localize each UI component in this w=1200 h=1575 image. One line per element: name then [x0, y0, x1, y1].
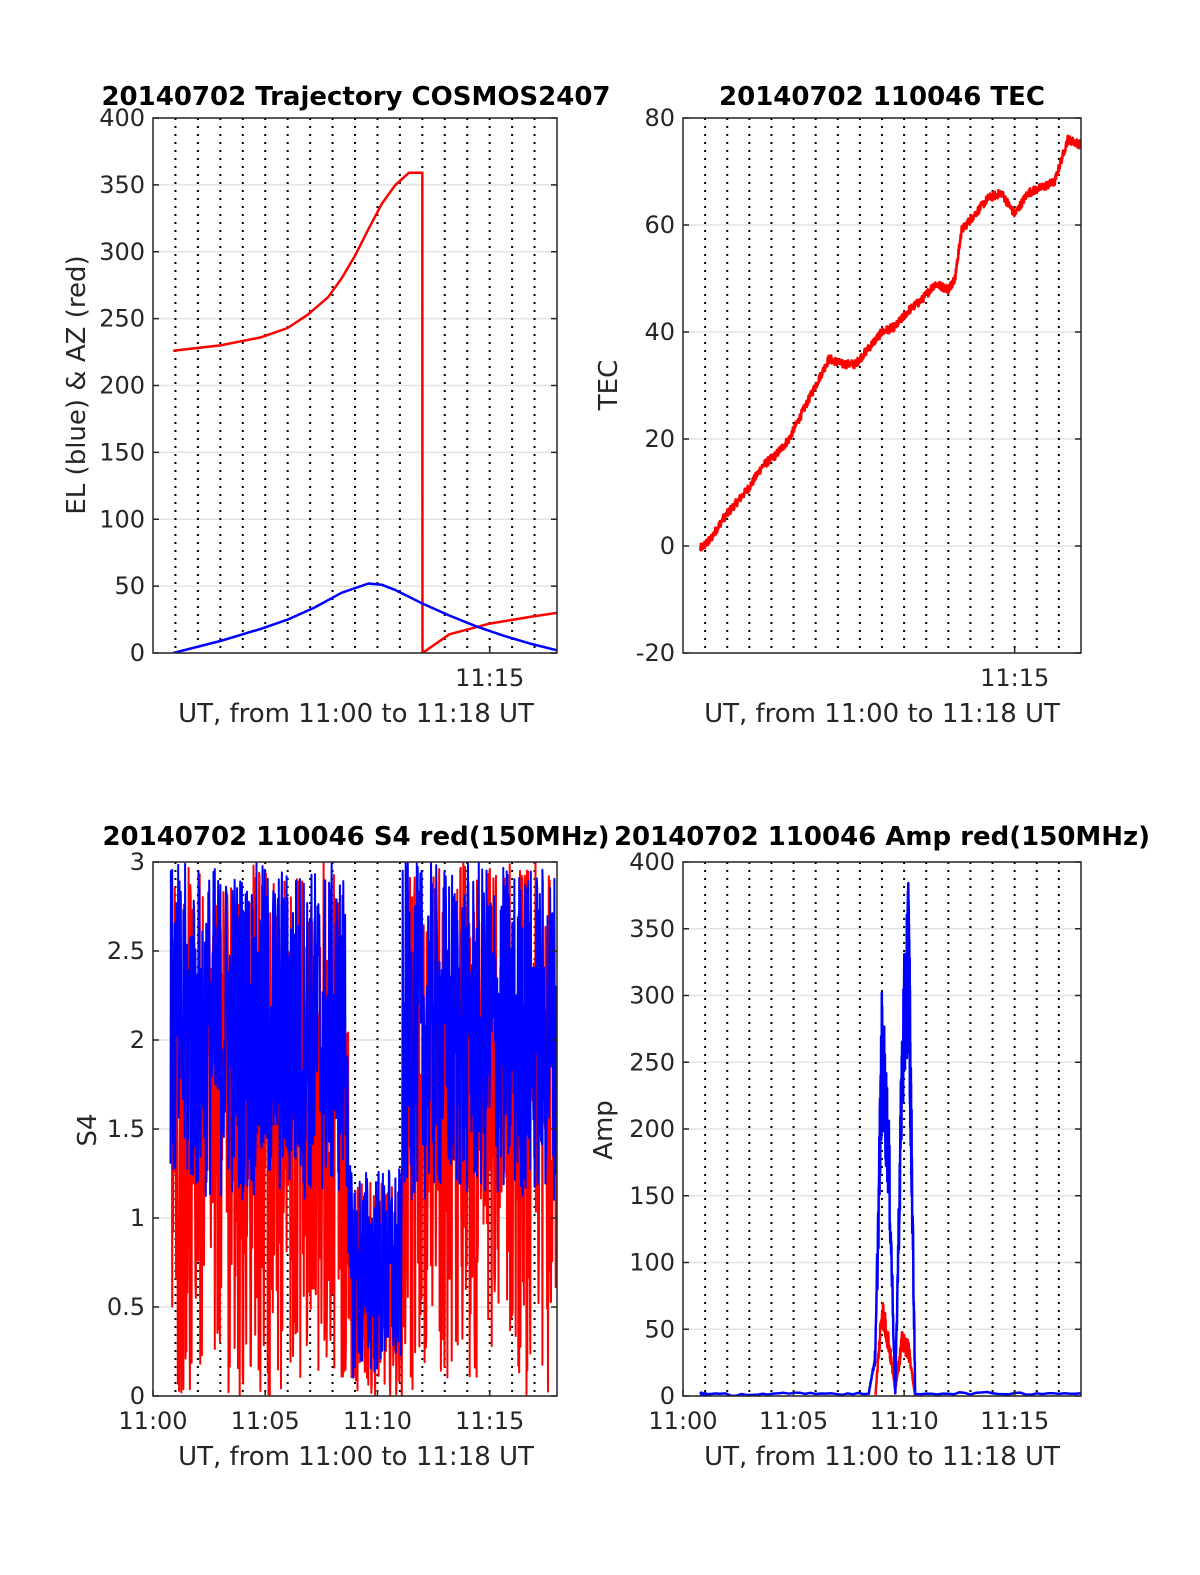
x-tick-label: 11:10 [870, 1407, 939, 1435]
y-tick-label: 350 [629, 915, 675, 943]
series-line [699, 881, 1081, 1396]
y-tick-label: 0 [660, 1382, 675, 1410]
y-tick-label: 0 [660, 532, 675, 560]
s4-xlabel: UT, from 11:00 to 11:18 UT [178, 1442, 534, 1472]
x-tick-label: 11:15 [455, 664, 524, 692]
s4-plot-area: 0 0.5 1 1.5 2 2.5 3 11:00 11:05 11:10 11:15 [107, 848, 558, 1435]
s4-panel: 20140702 110046 S4 red(150MHz) UT, from … [73, 822, 610, 1472]
y-tick-label: 50 [644, 1315, 675, 1343]
y-tick-label: 40 [644, 318, 675, 346]
y-tick-label: 150 [629, 1182, 675, 1210]
series-line [172, 582, 557, 653]
y-tick-label: 300 [99, 238, 145, 266]
y-tick-label: 2 [130, 1026, 145, 1054]
amp-xlabel: UT, from 11:00 to 11:18 UT [704, 1442, 1060, 1472]
series-line [698, 134, 1081, 552]
y-tick-label: 200 [629, 1115, 675, 1143]
y-tick-label: 100 [629, 1249, 675, 1277]
tec-ylabel: TEC [594, 360, 624, 411]
amp-title: 20140702 110046 Amp red(150MHz) [614, 822, 1150, 852]
y-tick-label: -20 [636, 639, 675, 667]
y-tick-label: 400 [629, 848, 675, 876]
tec-plot-area: -20 0 20 40 60 80 11:15 [636, 104, 1082, 692]
axes-frame [682, 117, 1082, 654]
y-tick-label: 50 [114, 572, 145, 600]
y-tick-label: 250 [629, 1048, 675, 1076]
y-tick-label: 60 [644, 211, 675, 239]
s4-title: 20140702 110046 S4 red(150MHz) [102, 822, 609, 852]
y-tick-label: 3 [130, 848, 145, 876]
y-tick-label: 200 [99, 372, 145, 400]
y-tick-label: 400 [99, 104, 145, 132]
series-line [169, 862, 557, 1379]
amp-panel: 20140702 110046 Amp red(150MHz) UT, from… [589, 822, 1150, 1472]
x-tick-label: 11:15 [980, 1407, 1049, 1435]
trajectory-plot-area: 0 50 100 150 200 250 300 350 400 11:15 [99, 104, 558, 692]
trajectory-panel: 20140702 Trajectory COSMOS2407 UT, from … [62, 82, 611, 729]
x-tick-label: 11:05 [759, 1407, 828, 1435]
y-tick-label: 150 [99, 438, 145, 466]
tec-title: 20140702 110046 TEC [719, 82, 1045, 112]
x-tick-label: 11:15 [455, 1407, 524, 1435]
x-tick-label: 11:00 [648, 1407, 717, 1435]
y-tick-label: 80 [644, 104, 675, 132]
amp-ylabel: Amp [589, 1100, 619, 1160]
trajectory-ylabel: EL (blue) & AZ (red) [62, 255, 92, 514]
x-tick-label: 11:05 [231, 1407, 300, 1435]
amp-plot-area: 0 50 100 150 200 250 300 350 400 11:00 11:05 11:10 1… [629, 848, 1082, 1435]
y-tick-label: 0 [130, 1382, 145, 1410]
s4-ylabel: S4 [73, 1113, 103, 1146]
tec-panel: 20140702 110046 TEC UT, from 11:00 to 11… [594, 82, 1082, 729]
y-tick-label: 250 [99, 305, 145, 333]
trajectory-xlabel: UT, from 11:00 to 11:18 UT [178, 699, 534, 729]
y-tick-label: 100 [99, 505, 145, 533]
tec-xlabel: UT, from 11:00 to 11:18 UT [704, 699, 1060, 729]
x-tick-label: 11:15 [980, 664, 1049, 692]
y-tick-label: 1 [130, 1204, 145, 1232]
series-line [173, 171, 557, 653]
y-tick-label: 300 [629, 982, 675, 1010]
y-tick-label: 1.5 [107, 1115, 145, 1143]
x-tick-label: 11:10 [343, 1407, 412, 1435]
y-tick-label: 20 [644, 425, 675, 453]
x-tick-label: 11:00 [118, 1407, 187, 1435]
y-tick-label: 350 [99, 171, 145, 199]
y-tick-label: 0 [130, 639, 145, 667]
y-tick-label: 0.5 [107, 1293, 145, 1321]
y-tick-label: 2.5 [107, 937, 145, 965]
trajectory-title: 20140702 Trajectory COSMOS2407 [101, 82, 610, 112]
